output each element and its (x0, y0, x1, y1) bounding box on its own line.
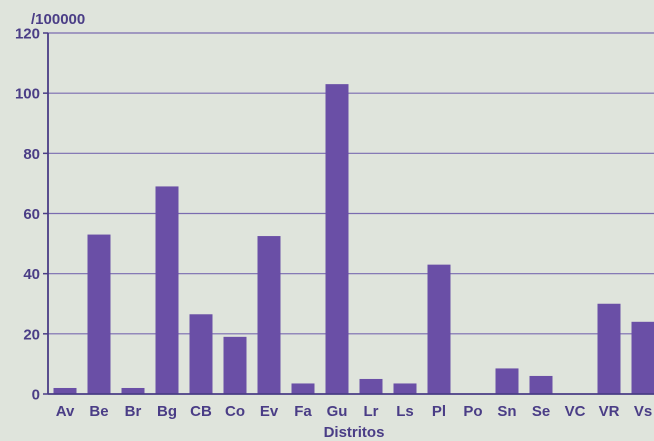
y-tick-label: 20 (23, 326, 40, 343)
x-tick-label: Co (225, 403, 245, 420)
axes (43, 32, 654, 395)
x-tick-label: Lr (364, 403, 379, 420)
bars (53, 84, 654, 395)
x-tick-label: VR (599, 403, 620, 420)
bar-be (87, 234, 111, 394)
x-tick-label: Fa (294, 403, 312, 420)
gridlines (48, 32, 654, 335)
bar-fa (291, 383, 315, 394)
bar-br (121, 387, 145, 394)
x-tick-label: Vs (634, 403, 652, 420)
bar-sn (495, 368, 519, 394)
y-tick-label: 80 (23, 146, 40, 163)
bar-vs (631, 321, 654, 394)
y-tick-label: 120 (15, 26, 40, 43)
bar-co (223, 336, 247, 394)
bar-ls (393, 383, 417, 394)
x-tick-label: Gu (327, 403, 348, 420)
y-tick-label: 60 (23, 206, 40, 223)
bar-gu (325, 84, 349, 395)
x-tick-label: CB (190, 403, 212, 420)
x-tick-labels: Av Be Br Bg CB Co Ev Fa Gu Lr Ls Pl Po Sn Se VC VR Vs (56, 403, 652, 420)
x-tick-label: Se (532, 403, 550, 420)
x-tick-label: Be (89, 403, 108, 420)
x-tick-label: Ev (260, 403, 279, 420)
x-tick-label: Br (125, 403, 142, 420)
x-tick-label: Pl (432, 403, 446, 420)
bar-av (53, 387, 77, 394)
bar-cb (189, 314, 213, 394)
y-tick-label: 0 (32, 387, 40, 404)
y-tick-labels: 0 20 40 60 80 100 120 (15, 26, 40, 404)
x-tick-label: Sn (497, 403, 516, 420)
x-tick-label: Av (56, 403, 75, 420)
x-axis-title: Distritos (324, 424, 385, 441)
y-unit-label: /100000 (31, 11, 85, 28)
x-tick-label: VC (565, 403, 586, 420)
bar-se (529, 375, 553, 394)
bar-vr (597, 303, 621, 394)
x-tick-label: Bg (157, 403, 177, 420)
bar-ev (257, 236, 281, 394)
x-tick-label: Po (463, 403, 482, 420)
bar-pl (427, 264, 451, 394)
bar-bg (155, 186, 179, 394)
y-tick-label: 100 (15, 86, 40, 103)
y-tick-label: 40 (23, 266, 40, 283)
bar-lr (359, 378, 383, 394)
x-tick-label: Ls (396, 403, 414, 420)
